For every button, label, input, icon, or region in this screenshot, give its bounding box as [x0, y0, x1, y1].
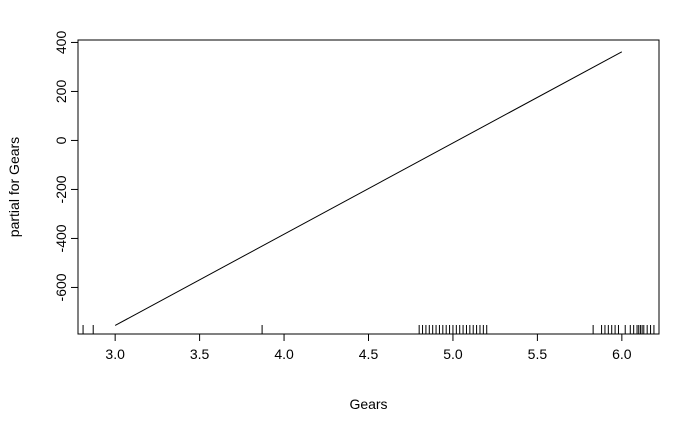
y-tick-label: -400	[53, 224, 69, 252]
x-tick-label: 5.5	[528, 346, 548, 362]
x-tick-label: 4.5	[359, 346, 379, 362]
series-line-0	[114, 51, 623, 326]
x-axis: 3.0 3.5 4.0 4.5 5.0 5.5 6.0	[105, 333, 632, 362]
plot-frame	[77, 39, 660, 335]
y-tick-label: 0	[53, 136, 69, 144]
y-axis: -600 -400 -200 0 200 400	[53, 31, 79, 301]
series-layer	[114, 51, 623, 326]
y-tick-label: -600	[53, 273, 69, 301]
x-tick-label: 4.0	[274, 346, 294, 362]
rug-marks	[82, 325, 655, 334]
y-tick-label: -200	[53, 175, 69, 203]
y-tick-label: 200	[53, 80, 69, 104]
x-tick-label: 5.0	[443, 346, 463, 362]
x-tick-label: 6.0	[612, 346, 632, 362]
y-axis-title: partial for Gears	[6, 137, 22, 237]
x-tick-label: 3.5	[190, 346, 210, 362]
x-tick-label: 3.0	[105, 346, 125, 362]
x-axis-title: Gears	[349, 396, 387, 412]
y-tick-label: 400	[53, 31, 69, 55]
